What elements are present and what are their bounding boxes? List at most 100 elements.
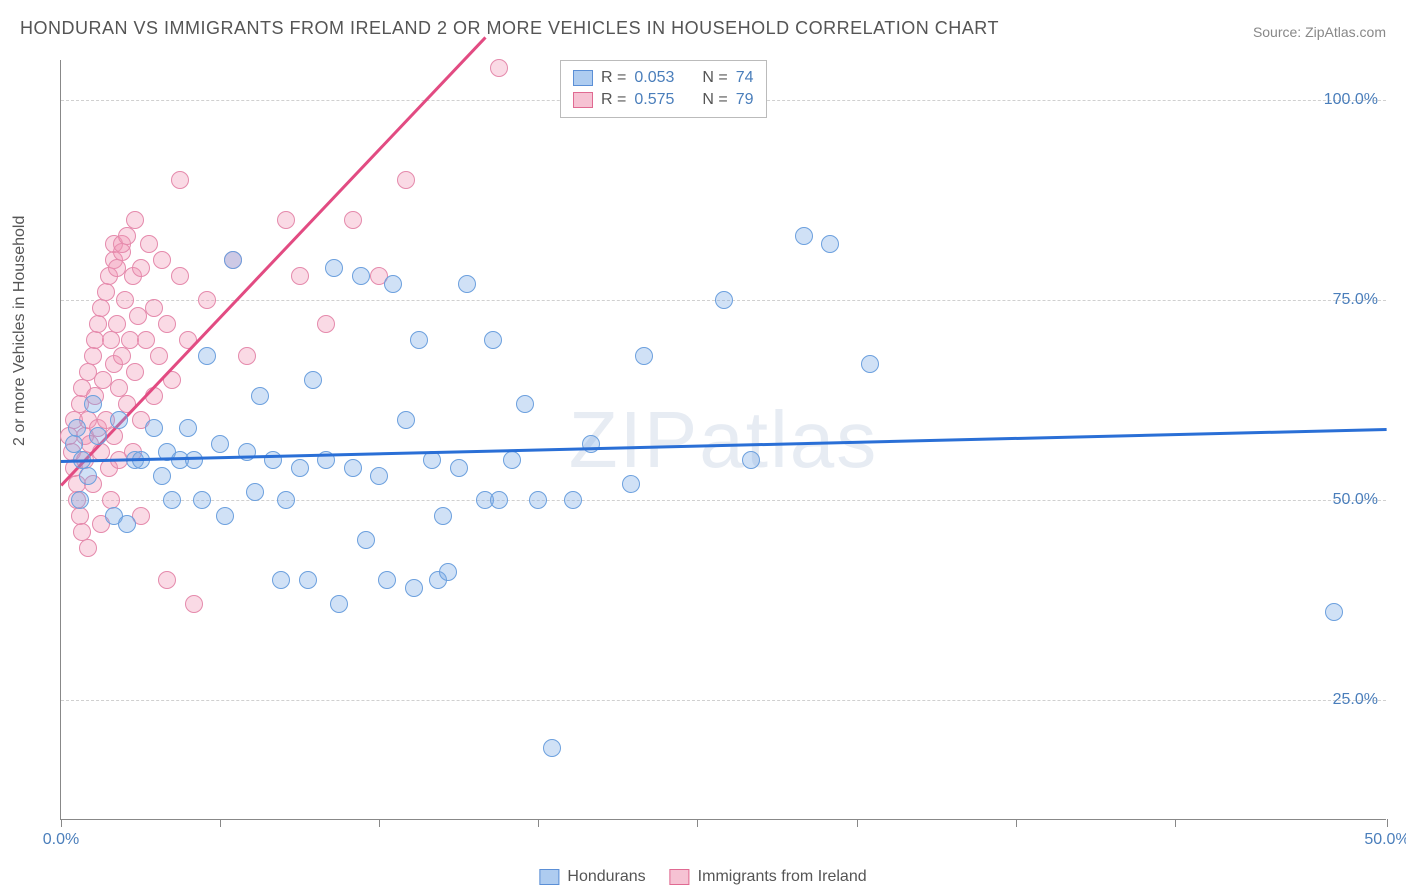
ireland-point [158,315,176,333]
x-tick [220,819,221,827]
x-tick [538,819,539,827]
hondurans-point [330,595,348,613]
hondurans-point [291,459,309,477]
hondurans-point [821,235,839,253]
legend-swatch [670,869,690,885]
hondurans-point [405,579,423,597]
x-tick [379,819,380,827]
ireland-point [153,251,171,269]
hondurans-point [304,371,322,389]
hondurans-point [458,275,476,293]
hondurans-point [861,355,879,373]
ireland-point [291,267,309,285]
hondurans-point [325,259,343,277]
hondurans-point [110,411,128,429]
x-tick [1016,819,1017,827]
hondurans-point [352,267,370,285]
hondurans-point [68,419,86,437]
ireland-point [490,59,508,77]
x-tick [857,819,858,827]
ireland-point [198,291,216,309]
correlation-legend: R =0.053N =74R =0.575N =79 [560,60,767,118]
x-tick [1387,819,1388,827]
hondurans-point [277,491,295,509]
legend-n-label: N = [702,91,727,109]
hondurans-trendline [61,428,1387,462]
ireland-point [397,171,415,189]
ireland-point [317,315,335,333]
legend-r-label: R = [601,91,626,109]
hondurans-point [484,331,502,349]
legend-n-value: 74 [736,69,754,87]
ireland-point [79,539,97,557]
hondurans-point [193,491,211,509]
hondurans-point [564,491,582,509]
y-tick-label: 25.0% [1333,691,1378,709]
hondurans-point [795,227,813,245]
legend-r-label: R = [601,69,626,87]
ireland-point [179,331,197,349]
hondurans-point [185,451,203,469]
hondurans-point [490,491,508,509]
hondurans-point [71,491,89,509]
ireland-point [102,331,120,349]
hondurans-point [450,459,468,477]
legend-label: Immigrants from Ireland [698,868,867,886]
legend-swatch [573,70,593,86]
x-tick [61,819,62,827]
legend-n-label: N = [702,69,727,87]
y-axis-title: 2 or more Vehicles in Household [11,216,29,446]
hondurans-point [742,451,760,469]
chart-title: HONDURAN VS IMMIGRANTS FROM IRELAND 2 OR… [20,18,999,39]
hondurans-point [153,467,171,485]
hondurans-point [84,395,102,413]
legend-item: Immigrants from Ireland [670,868,867,886]
legend-row: R =0.575N =79 [573,89,754,111]
y-tick-label: 50.0% [1333,491,1378,509]
ireland-point [116,291,134,309]
hondurans-point [179,419,197,437]
hondurans-point [238,443,256,461]
ireland-point [113,347,131,365]
hondurans-point [434,507,452,525]
hondurans-point [246,483,264,501]
ireland-point [238,347,256,365]
hondurans-point [529,491,547,509]
ireland-point [158,571,176,589]
hondurans-point [264,451,282,469]
y-tick-label: 100.0% [1324,91,1378,109]
hondurans-point [163,491,181,509]
ireland-point [92,299,110,317]
legend-item: Hondurans [539,868,645,886]
hondurans-point [516,395,534,413]
hondurans-point [543,739,561,757]
hondurans-point [251,387,269,405]
hondurans-point [378,571,396,589]
hondurans-point [198,347,216,365]
x-tick-label: 0.0% [43,831,79,849]
legend-label: Hondurans [567,868,645,886]
ireland-point [137,331,155,349]
hondurans-point [582,435,600,453]
gridline-horizontal [61,700,1386,701]
hondurans-point [299,571,317,589]
ireland-point [171,171,189,189]
hondurans-point [384,275,402,293]
hondurans-point [211,435,229,453]
hondurans-point [439,563,457,581]
ireland-point [277,211,295,229]
ireland-point [126,363,144,381]
hondurans-point [635,347,653,365]
hondurans-point [79,467,97,485]
ireland-point [171,267,189,285]
ireland-point [145,299,163,317]
ireland-point [145,387,163,405]
legend-r-value: 0.575 [634,91,674,109]
hondurans-point [224,251,242,269]
hondurans-point [357,531,375,549]
watermark: ZIPatlas [569,394,878,486]
hondurans-point [622,475,640,493]
ireland-point [344,211,362,229]
ireland-point [118,227,136,245]
ireland-point [185,595,203,613]
